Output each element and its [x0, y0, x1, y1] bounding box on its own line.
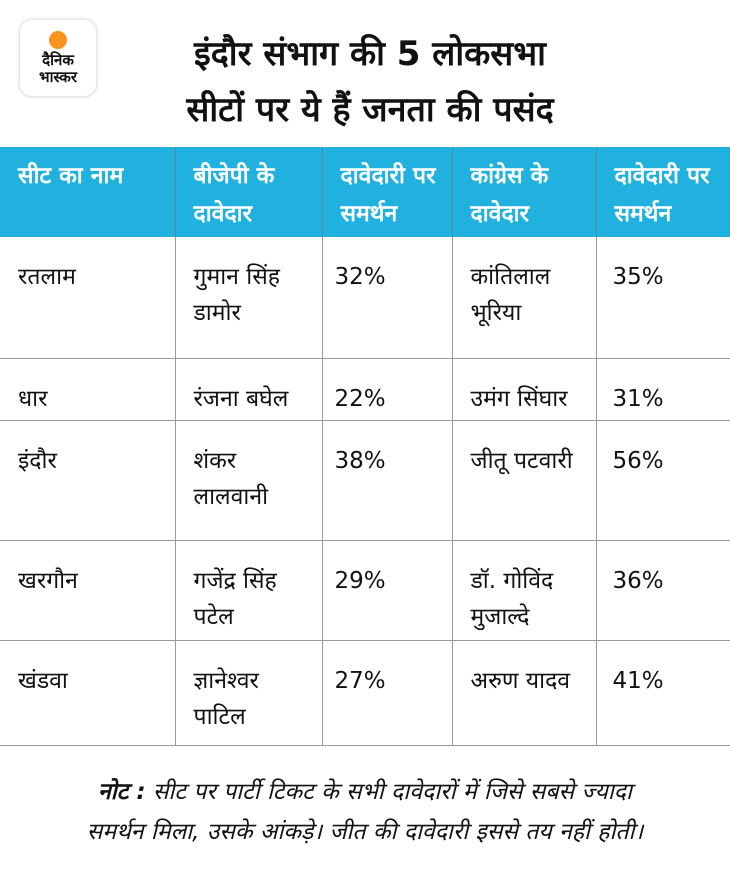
table-cell: अरुण यादव	[451, 640, 596, 746]
table-cell: 35%	[595, 237, 730, 359]
note-line2: समर्थन मिला, उसके आंकड़े। जीत की दावेदार…	[86, 819, 644, 845]
dainik-bhaskar-logo: दैनिक भास्कर	[20, 20, 96, 96]
candidates-table: सीट का नाम बीजेपी के दावेदार दावेदारी पर स…	[0, 147, 730, 746]
table-cell: 56%	[595, 420, 730, 541]
table-cell: उमंग सिंघार	[451, 358, 596, 421]
table-cell: कांतिलाल भूरिया	[451, 237, 596, 359]
table-cell: जीतू पटवारी	[451, 420, 596, 541]
table-cell: धार	[0, 358, 175, 421]
column-header: दावेदारी पर समर्थन	[321, 147, 452, 237]
table-cell: डॉ. गोविंद मुजाल्दे	[451, 540, 596, 641]
table-cell: खरगौन	[0, 540, 175, 641]
table-row: धार रंजना बघेल 22% उमंग सिंघार 31%	[0, 358, 730, 421]
table-cell: खंडवा	[0, 640, 175, 746]
page-title: इंदौर संभाग की 5 लोकसभा सीटों पर ये हैं …	[110, 26, 630, 138]
table-cell: 31%	[595, 358, 730, 421]
column-header: दावेदारी पर समर्थन	[595, 147, 730, 237]
table-cell: 36%	[595, 540, 730, 641]
table-cell: गुमान सिंह डामोर	[174, 237, 322, 359]
table-row: रतलाम गुमान सिंह डामोर 32% कांतिलाल भूरिया 3…	[0, 237, 730, 359]
footnote: नोट : सीट पर पार्टी टिकट के सभी दावेदारो…	[0, 772, 730, 852]
table-row: इंदौर शंकर लालवानी 38% जीतू पटवारी 56%	[0, 420, 730, 541]
table-cell: रतलाम	[0, 237, 175, 359]
sun-icon	[49, 30, 67, 49]
title-line2: सीटों पर ये हैं जनता की पसंद	[186, 90, 554, 130]
table-cell: ज्ञानेश्वर पाटिल	[174, 640, 322, 746]
column-header: बीजेपी के दावेदार	[174, 147, 322, 237]
table-cell: 22%	[321, 358, 452, 421]
table-cell: 38%	[321, 420, 452, 541]
logo-line2: भास्कर	[39, 67, 77, 86]
table-cell: रंजना बघेल	[174, 358, 322, 421]
table-cell: 41%	[595, 640, 730, 746]
note-line1: सीट पर पार्टी टिकट के सभी दावेदारों में …	[145, 779, 632, 805]
note-label: नोट :	[98, 779, 146, 805]
table-cell: 29%	[321, 540, 452, 641]
column-header: सीट का नाम	[0, 147, 175, 237]
table-header-row: सीट का नाम बीजेपी के दावेदार दावेदारी पर स…	[0, 147, 730, 237]
table-cell: 32%	[321, 237, 452, 359]
logo-line1: दैनिक	[42, 50, 74, 69]
table-row: खरगौन गजेंद्र सिंह पटेल 29% डॉ. गोविंद मुजा…	[0, 540, 730, 641]
table-cell: गजेंद्र सिंह पटेल	[174, 540, 322, 641]
column-header: कांग्रेस के दावेदार	[451, 147, 596, 237]
table-cell: इंदौर	[0, 420, 175, 541]
table-cell: शंकर लालवानी	[174, 420, 322, 541]
title-line1: इंदौर संभाग की 5 लोकसभा	[194, 34, 546, 74]
table-cell: 27%	[321, 640, 452, 746]
table-row: खंडवा ज्ञानेश्वर पाटिल 27% अरुण यादव 41%	[0, 640, 730, 746]
